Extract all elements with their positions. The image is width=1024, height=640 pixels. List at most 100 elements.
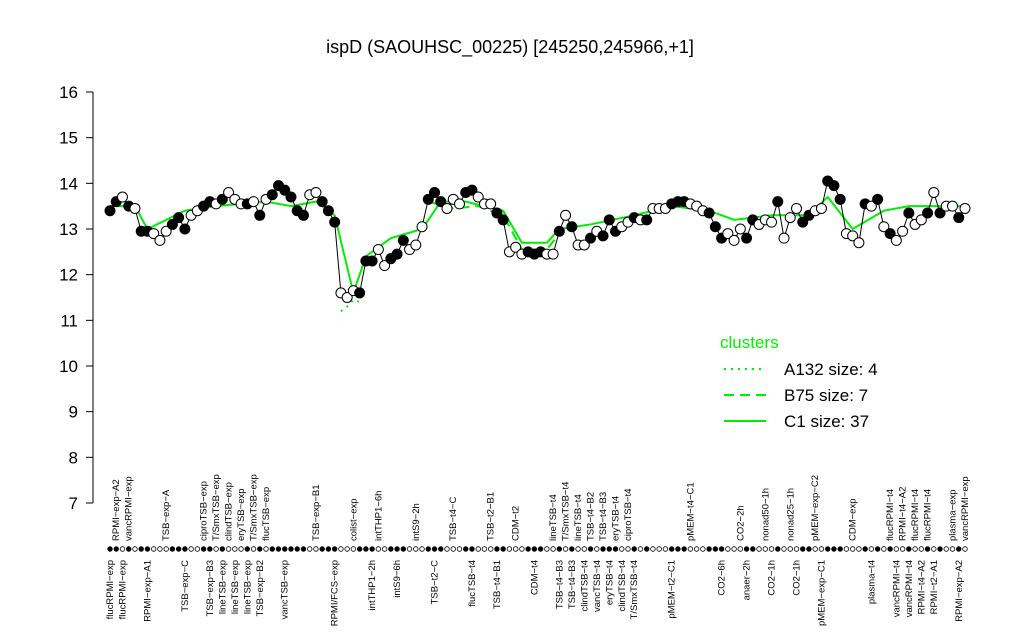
data-point	[129, 202, 141, 214]
data-point	[903, 207, 915, 219]
x-tick-label: clindTSB−t4	[579, 560, 590, 612]
sample-dot	[637, 546, 644, 552]
sample-dot	[937, 546, 943, 552]
sample-dot	[849, 546, 856, 552]
x-tick-label: RPMI/FCS−exp	[330, 560, 341, 626]
sample-dot	[282, 546, 288, 552]
sample-dot	[918, 546, 925, 552]
sample-dot	[737, 546, 744, 552]
data-point	[379, 260, 391, 272]
x-tick-label: TSB−t4−B3	[554, 560, 565, 609]
data-point	[603, 214, 615, 226]
sample-dot	[743, 546, 750, 552]
x-tick-label: CDM−t4	[529, 560, 540, 595]
sample-dot	[175, 546, 182, 552]
x-tick-label: vancTSB−exp	[280, 560, 291, 619]
sample-dot	[506, 546, 513, 552]
data-point	[435, 196, 447, 208]
sample-dot	[687, 546, 694, 552]
sample-dot	[831, 546, 837, 552]
x-tick-label: RPMI−t4−A2	[916, 560, 927, 614]
sample-dot	[444, 546, 450, 552]
x-tick-label: vancRPMI−t4	[891, 560, 902, 617]
x-tick-label: flucRPMI−exp	[105, 560, 116, 619]
data-point	[890, 234, 902, 246]
sample-dot	[825, 546, 831, 552]
sample-dot	[837, 546, 843, 552]
sample-dot	[413, 546, 419, 552]
sample-dot	[288, 546, 294, 552]
sample-dot	[344, 546, 350, 552]
sample-dot	[768, 546, 775, 552]
data-point	[790, 202, 802, 214]
data-point	[947, 200, 959, 212]
x-tick-label: CO2−1h	[767, 560, 778, 596]
data-point	[641, 214, 653, 226]
data-point	[585, 232, 597, 244]
data-point	[834, 193, 846, 205]
sample-dot	[899, 546, 906, 552]
sample-dot	[194, 546, 201, 552]
y-tick-label: 12	[59, 266, 78, 285]
x-tick-label: vancTSB−t4	[592, 560, 603, 612]
x-tick-label: RPMI−t4−A2	[898, 487, 909, 541]
sample-dot	[419, 546, 425, 552]
sample-dot	[475, 546, 481, 552]
x-tick-label: intS9−2h	[411, 503, 422, 541]
y-tick-label: 11	[60, 311, 78, 330]
data-point	[734, 223, 746, 235]
data-point	[766, 216, 778, 228]
x-tick-label: lineTSB−exp	[230, 560, 241, 614]
data-point	[728, 234, 740, 246]
sample-dot	[893, 546, 900, 552]
sample-dot	[949, 546, 956, 552]
sample-dot	[138, 546, 144, 552]
sample-dot	[250, 546, 257, 552]
data-point	[216, 193, 228, 205]
data-point	[884, 228, 896, 240]
x-tick-label: RPMI−t2−A1	[929, 560, 940, 614]
sample-dot	[500, 546, 506, 552]
sample-dot	[887, 546, 893, 552]
x-tick-label: clindTSB−t4	[617, 560, 628, 612]
data-point	[853, 237, 865, 249]
sample-dot	[307, 546, 313, 552]
sample-dot	[962, 546, 968, 552]
sample-dot	[126, 546, 132, 552]
legend-title: clusters	[720, 333, 779, 352]
sample-dot	[238, 546, 244, 552]
sample-dot	[569, 546, 575, 552]
x-tick-label: T/SmxTSB−exp	[211, 474, 222, 541]
data-point	[928, 186, 940, 198]
x-tick-label: nonad50−1h	[760, 488, 771, 541]
sample-dot	[644, 546, 650, 552]
data-point	[285, 191, 297, 203]
sample-dot	[650, 546, 656, 552]
data-point	[366, 255, 378, 267]
sample-dot	[157, 546, 163, 552]
data-point	[341, 292, 353, 303]
sample-dot	[581, 546, 588, 552]
sample-dot	[512, 546, 519, 552]
x-tick-label: eryTSB−exp	[236, 488, 247, 541]
sample-dot	[269, 546, 275, 552]
data-point	[279, 184, 291, 196]
sample-dot	[144, 546, 151, 552]
sample-dot	[862, 546, 868, 552]
sample-dot	[700, 546, 706, 552]
data-point	[416, 221, 428, 233]
sample-dot	[163, 546, 169, 552]
data-point	[104, 205, 116, 217]
x-tick-label: CDM−exp	[848, 499, 859, 542]
sample-dot	[375, 546, 382, 552]
x-tick-label: ciproTSB−exp	[199, 481, 210, 541]
legend-label: A132 size: 4	[784, 360, 878, 379]
x-tick-label: flucRPMI−t4	[923, 489, 934, 541]
sample-dot	[200, 546, 207, 552]
sample-dot	[800, 546, 806, 552]
x-tick-label: vancRPMI−exp	[960, 476, 971, 541]
sample-dot	[313, 546, 319, 552]
sample-dot	[456, 546, 463, 552]
sample-dot	[912, 546, 918, 552]
data-point	[422, 193, 434, 205]
